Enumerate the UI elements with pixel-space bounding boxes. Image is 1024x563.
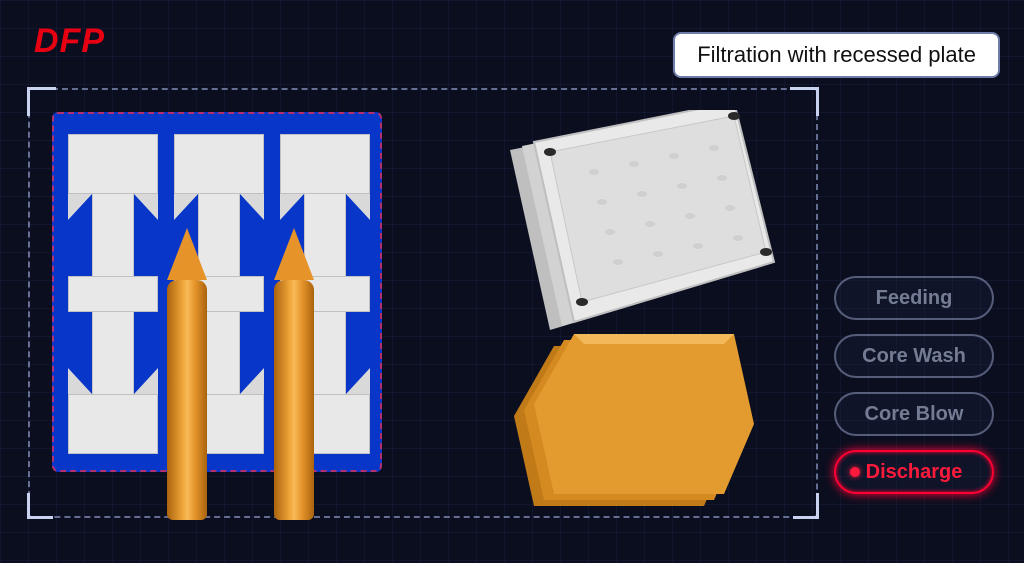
cross-section-panel <box>52 112 382 472</box>
page-title: Filtration with recessed plate <box>673 32 1000 78</box>
step-core-blow[interactable]: Core Blow <box>834 392 994 436</box>
cake-drop <box>274 280 314 520</box>
step-label: Feeding <box>876 287 953 310</box>
filter-plate-stack <box>510 110 774 330</box>
step-core-wash[interactable]: Core Wash <box>834 334 994 378</box>
step-discharge[interactable]: Discharge <box>834 450 994 494</box>
step-feeding[interactable]: Feeding <box>834 276 994 320</box>
step-label: Discharge <box>866 461 963 484</box>
filter-plate-2d <box>68 134 158 454</box>
isometric-diagram <box>460 110 800 510</box>
brand-logo: DFP <box>34 22 105 61</box>
step-label: Core Blow <box>865 403 964 426</box>
process-steps: Feeding Core Wash Core Blow Discharge <box>834 276 1004 508</box>
cake-drop <box>167 280 207 520</box>
step-label: Core Wash <box>862 345 966 368</box>
cake-stack <box>514 334 754 506</box>
